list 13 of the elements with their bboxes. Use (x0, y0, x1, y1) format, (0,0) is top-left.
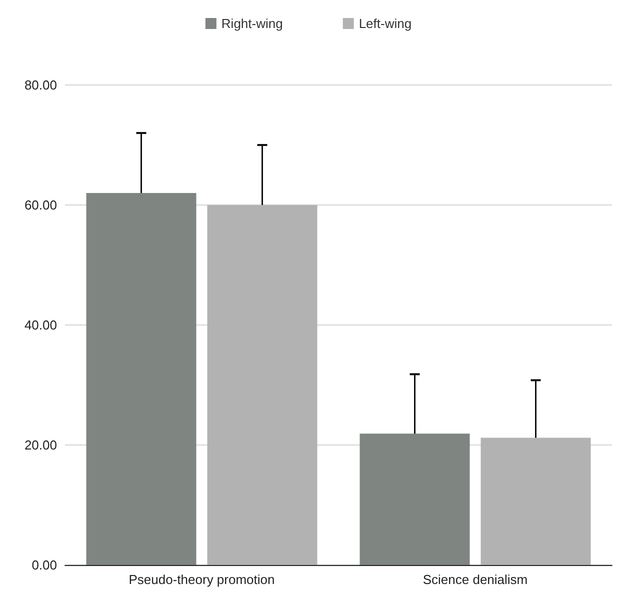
legend-label: Right-wing (221, 16, 283, 31)
y-tick-label: 60.00 (24, 198, 57, 212)
bar (207, 205, 318, 565)
y-tick-label: 20.00 (24, 438, 57, 452)
y-tick-label: 40.00 (24, 318, 57, 332)
y-tick-label: 0.00 (32, 558, 57, 572)
bar (86, 193, 196, 565)
bar (480, 438, 591, 565)
x-tick-label: Pseudo-theory promotion (128, 572, 275, 587)
bar (360, 434, 470, 565)
legend-label: Left-wing (358, 16, 412, 31)
y-tick-label: 80.00 (24, 78, 57, 92)
x-tick-label: Science denialism (422, 572, 528, 587)
